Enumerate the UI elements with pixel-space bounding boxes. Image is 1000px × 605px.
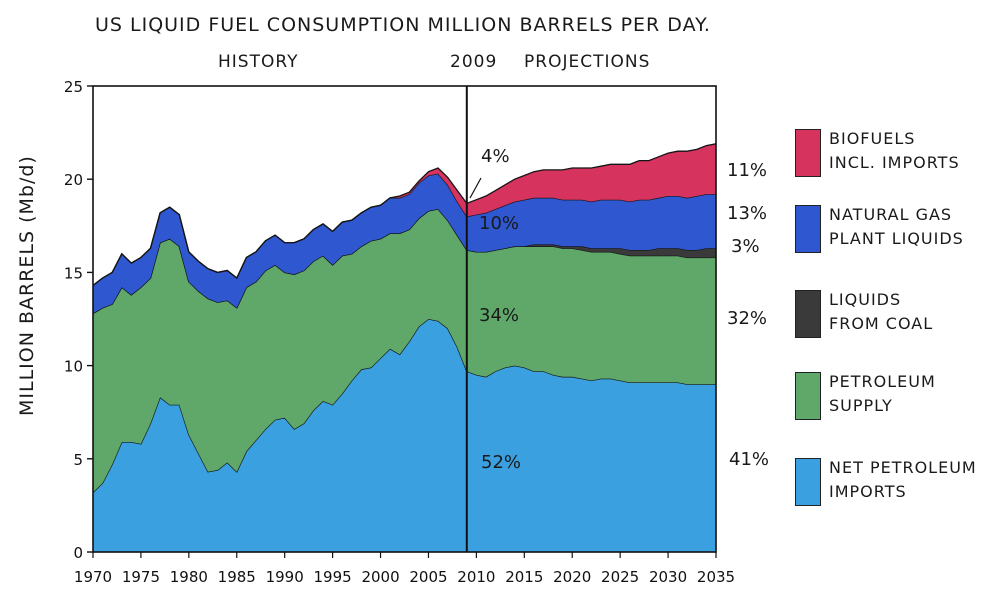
legend-swatch-ngpl bbox=[795, 205, 821, 253]
legend-label-ngpl: NATURAL GAS PLANT LIQUIDS bbox=[829, 205, 964, 248]
area-petroleum-supply bbox=[93, 209, 716, 493]
legend-item-petroleum: PETROLEUM SUPPLY bbox=[795, 370, 995, 430]
plot-frame bbox=[92, 85, 717, 553]
divider-year-label: 2009 bbox=[450, 52, 498, 72]
x-tick-label: 1975 bbox=[122, 568, 160, 586]
area-natural-gas-plant-liquids bbox=[93, 173, 716, 314]
legend-swatch-petroleum bbox=[795, 372, 821, 420]
y-tick-label: 25 bbox=[64, 78, 83, 96]
legend-label-coal: LIQUIDS FROM COAL bbox=[829, 290, 934, 333]
legend-item-ngpl: NATURAL GAS PLANT LIQUIDS bbox=[795, 203, 995, 263]
y-tick-label: 5 bbox=[73, 451, 83, 469]
x-tick-label: 2015 bbox=[505, 568, 543, 586]
legend-item-biofuels: BIOFUELS INCL. IMPORTS bbox=[795, 127, 995, 187]
biofuels-pct-pointer bbox=[469, 177, 482, 199]
imports-2035-pct: 41% bbox=[729, 449, 770, 470]
y-tick-label: 10 bbox=[64, 358, 83, 376]
petroleum-2035-pct: 32% bbox=[727, 308, 768, 329]
x-tick-label: 2025 bbox=[601, 568, 639, 586]
x-tick-label: 1990 bbox=[266, 568, 304, 586]
x-tick-label: 2000 bbox=[361, 568, 399, 586]
area-biofuels-edge bbox=[92, 143, 717, 286]
projections-label: PROJECTIONS bbox=[524, 52, 651, 72]
x-tick-label: 1980 bbox=[170, 568, 208, 586]
biofuels-2009-pct: 4% bbox=[481, 146, 510, 167]
legend-swatch-coal bbox=[795, 290, 821, 338]
legend-item-coal: LIQUIDS FROM COAL bbox=[795, 288, 995, 348]
x-tick-label: 2035 bbox=[697, 568, 735, 586]
x-tick-label: 2005 bbox=[409, 568, 447, 586]
x-tick-label: 1985 bbox=[218, 568, 256, 586]
history-label: HISTORY bbox=[218, 52, 299, 72]
y-tick-label: 20 bbox=[64, 171, 83, 189]
petroleum-2009-pct: 34% bbox=[479, 305, 520, 326]
ngpl-2009-pct: 10% bbox=[479, 213, 520, 234]
x-tick-label: 2030 bbox=[649, 568, 687, 586]
area-net-petroleum-imports bbox=[93, 319, 716, 552]
legend-label-imports: NET PETROLEUM IMPORTS bbox=[829, 458, 977, 501]
x-tick-label: 1970 bbox=[74, 568, 112, 586]
imports-2009-pct: 52% bbox=[481, 452, 522, 473]
biofuels-2035-pct: 11% bbox=[727, 160, 768, 181]
chart-title: US LIQUID FUEL CONSUMPTION MILLION BARRE… bbox=[95, 14, 711, 36]
x-tick-label: 2010 bbox=[457, 568, 495, 586]
ngpl-2035-pct: 13% bbox=[727, 203, 768, 224]
x-tick-label: 1995 bbox=[314, 568, 352, 586]
coal-2035-pct: 3% bbox=[731, 236, 760, 257]
x-tick-label: 2020 bbox=[553, 568, 591, 586]
legend-swatch-imports bbox=[795, 458, 821, 506]
y-tick-label: 15 bbox=[64, 264, 83, 282]
area-biofuels bbox=[93, 143, 716, 286]
legend-label-biofuels: BIOFUELS INCL. IMPORTS bbox=[829, 129, 960, 172]
legend-item-imports: NET PETROLEUM IMPORTS bbox=[795, 456, 995, 516]
y-tick-label: 0 bbox=[73, 544, 83, 562]
legend-label-petroleum: PETROLEUM SUPPLY bbox=[829, 372, 936, 415]
legend-swatch-biofuels bbox=[795, 129, 821, 177]
